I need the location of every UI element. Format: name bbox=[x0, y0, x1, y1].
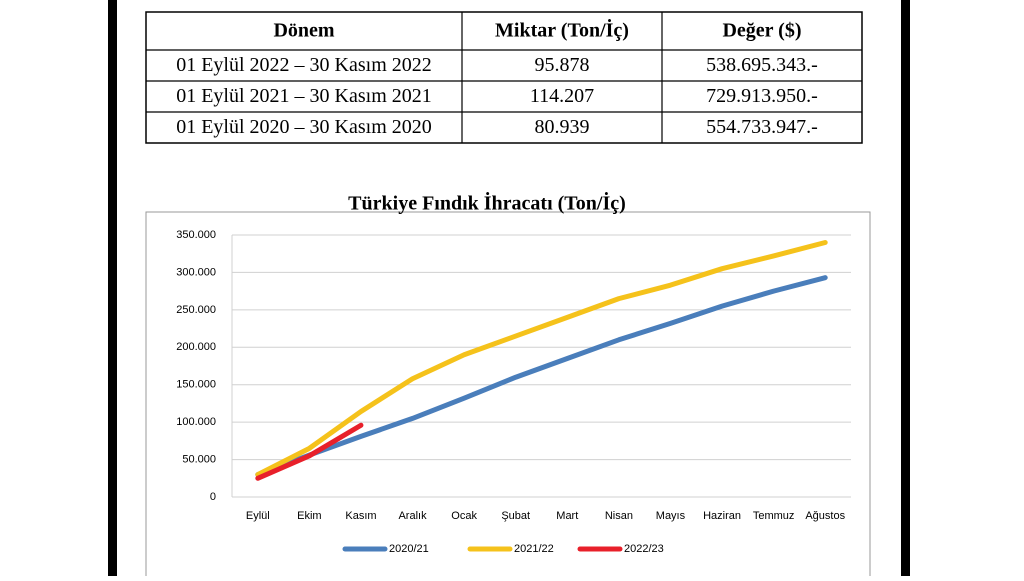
chart-frame bbox=[145, 211, 871, 576]
x-tick-label: Şubat bbox=[501, 510, 530, 522]
x-tick-label: Mayıs bbox=[656, 510, 686, 522]
table-cell: 554.733.947.- bbox=[706, 116, 818, 138]
table-header-cell: Değer ($) bbox=[722, 20, 801, 42]
table-cell: 01 Eylül 2022 – 30 Kasım 2022 bbox=[176, 54, 432, 76]
series-line bbox=[255, 275, 828, 478]
table-cell: 01 Eylül 2020 – 30 Kasım 2020 bbox=[176, 116, 432, 138]
table-header-cell: Miktar (Ton/İç) bbox=[495, 18, 629, 42]
table-cell: 538.695.343.- bbox=[706, 54, 818, 76]
table-header-cell: Dönem bbox=[273, 20, 334, 42]
page-border-right bbox=[901, 0, 910, 576]
x-tick-label: Aralık bbox=[398, 510, 427, 522]
series-line bbox=[255, 422, 364, 481]
x-tick-label: Ağustos bbox=[805, 510, 845, 522]
y-tick-label: 200.000 bbox=[176, 341, 216, 353]
y-tick-label: 300.000 bbox=[176, 266, 216, 278]
y-tick-label: 50.000 bbox=[182, 453, 216, 465]
y-tick-label: 150.000 bbox=[176, 379, 216, 391]
series-line bbox=[255, 239, 828, 478]
table-cell: 114.207 bbox=[530, 85, 594, 107]
table-cell: 80.939 bbox=[535, 116, 590, 138]
table-border bbox=[145, 11, 863, 144]
y-tick-label: 100.000 bbox=[176, 416, 216, 428]
x-tick-label: Eylül bbox=[246, 510, 270, 522]
x-tick-label: Nisan bbox=[605, 510, 633, 522]
x-tick-label: Ocak bbox=[451, 510, 477, 522]
legend-label: 2022/23 bbox=[624, 543, 664, 555]
y-tick-label: 350.000 bbox=[176, 229, 216, 241]
chart-title: Türkiye Fındık İhracatı (Ton/İç) bbox=[348, 191, 626, 215]
legend-label: 2020/21 bbox=[389, 543, 429, 555]
x-tick-label: Ekim bbox=[297, 510, 321, 522]
y-tick-label: 250.000 bbox=[176, 304, 216, 316]
x-tick-label: Temmuz bbox=[753, 510, 795, 522]
x-tick-label: Kasım bbox=[345, 510, 376, 522]
table-cell: 95.878 bbox=[535, 54, 590, 76]
table-cell: 01 Eylül 2021 – 30 Kasım 2021 bbox=[176, 85, 432, 107]
x-tick-label: Haziran bbox=[703, 510, 741, 522]
page-border-left bbox=[108, 0, 117, 576]
x-tick-label: Mart bbox=[556, 510, 578, 522]
table-cell: 729.913.950.- bbox=[706, 85, 818, 107]
y-tick-label: 0 bbox=[210, 491, 216, 503]
legend-label: 2021/22 bbox=[514, 543, 554, 555]
